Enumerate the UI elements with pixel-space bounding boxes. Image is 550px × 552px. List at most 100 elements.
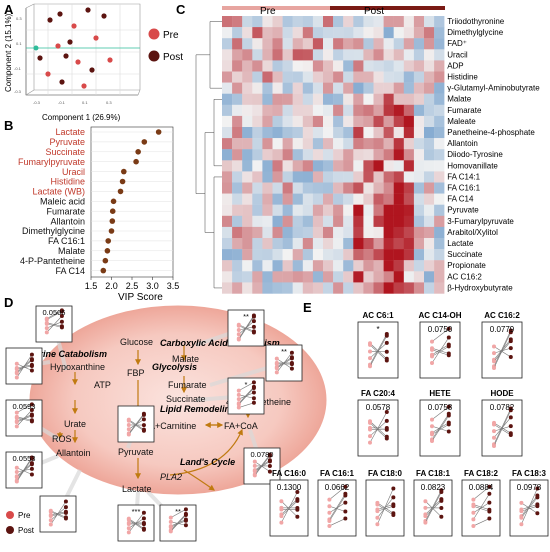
inset-pre-point [45,322,49,326]
heatmap-cell [242,149,252,160]
heatmap-cell [242,205,252,216]
heatmap-cell [262,83,272,94]
heatmap-cell [394,282,404,293]
heatmap-cell [293,49,303,60]
inset-post-point [64,499,68,503]
heatmap-cell [283,194,293,205]
heatmap-cell [242,94,252,105]
inset-pre-point [471,517,475,521]
heatmap-cell [333,83,343,94]
heatmap-cell [333,205,343,216]
heatmap-cell [242,49,252,60]
heatmap-cell [363,138,373,149]
inset-post-point [60,325,64,329]
heatmap-cell [262,171,272,182]
svg-text:0.3: 0.3 [16,16,22,21]
heatmap-cell [293,138,303,149]
inset-pre-point [237,393,241,397]
heatmap-cell [242,138,252,149]
heatmap-cell [323,183,333,194]
svg-text:0.1: 0.1 [82,100,88,105]
vip-label: Succinate [45,147,85,157]
heatmap-cell [384,216,394,227]
heatmap-cell [313,260,323,271]
inset-pre-point [368,356,372,360]
heatmap-cell [252,205,262,216]
panel-label-c: C [176,2,186,17]
pca-point [93,35,98,40]
heatmap-cell [303,127,313,138]
d-legend-post-marker [6,526,14,534]
heatmap-cell [252,183,262,194]
lipid-inset-pvalue: 0.0823 [421,483,446,492]
heatmap-cell [384,49,394,60]
heatmap-cell [262,227,272,238]
inset-pre-point [492,351,496,355]
pca-point [81,83,86,88]
inset-pre-point [169,520,173,524]
inset-post-point [447,422,451,426]
heatmap-cell [323,205,333,216]
lipid-inset [366,480,404,536]
heatmap-cell [273,216,283,227]
heatmap-cell [434,116,444,127]
heatmap-cell [374,271,384,282]
heatmap-cell [313,60,323,71]
heatmap-cell [414,249,424,260]
inset-post-point [535,504,539,508]
heatmap-cell [242,227,252,238]
heatmap-cell [293,105,303,116]
heatmap-cell [323,105,333,116]
heatmap-cell [333,238,343,249]
inset-pre-point [253,469,257,473]
heatmap-cell [363,27,373,38]
inset-pre-point [49,522,53,526]
heatmap-group-pre: Pre [260,6,276,17]
inset-post-point [509,346,513,350]
heatmap-cell [222,60,232,71]
heatmap-cell [353,271,363,282]
heatmap-cell [384,260,394,271]
heatmap-cell [242,27,252,38]
pca-highlight-point [34,46,39,51]
heatmap-cell [283,83,293,94]
inset-post-point [184,507,188,511]
heatmap-cell [353,72,363,83]
heatmap-cell [323,249,333,260]
heatmap-cell [343,94,353,105]
inset-pre-point [375,509,379,513]
vip-label: Malate [58,246,85,256]
heatmap-cell [222,183,232,194]
heatmap-cell [293,205,303,216]
heatmap-cell [273,49,283,60]
heatmap-cell [434,216,444,227]
heatmap-cell [343,160,353,171]
heatmap-cell [262,149,272,160]
heatmap-cell [434,94,444,105]
heatmap-cell [363,171,373,182]
pca-3d-box [26,4,140,95]
inset-pre-point [237,402,241,406]
heatmap-cell [394,260,404,271]
heatmap-row-label: FA C14 [447,195,474,204]
heatmap-cell [333,27,343,38]
vip-tick-label: 2.5 [126,281,139,291]
heatmap-cell [434,205,444,216]
heatmap-cell [252,60,262,71]
heatmap-cell [273,260,283,271]
heatmap-cell [384,194,394,205]
heatmap-cell [313,127,323,138]
heatmap-row-label: Lactate [447,239,474,248]
inset-pre-point [15,475,19,479]
heatmap-cell [374,27,384,38]
node-fbp: FBP [127,368,145,378]
panel-c: C Pre Post TriiodothyronineDimethylglyci… [176,2,540,294]
heatmap-cell [363,72,373,83]
post-group-bar [330,6,445,10]
heatmap-cell [283,260,293,271]
inset-pre-point [519,501,523,505]
heatmap-cell [394,116,404,127]
inset-post-point [290,362,294,366]
